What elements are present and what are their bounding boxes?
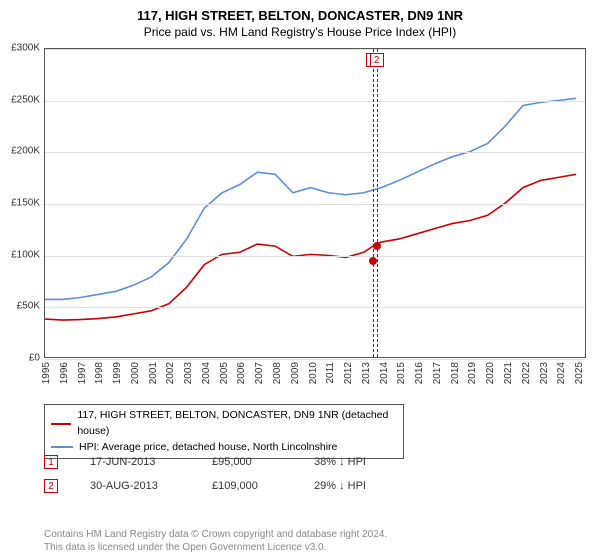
x-tick-label: 1999 bbox=[112, 362, 123, 384]
y-tick-label: £0 bbox=[29, 353, 40, 364]
x-tick-label: 2004 bbox=[201, 362, 212, 384]
x-tick-label: 1998 bbox=[94, 362, 105, 384]
x-tick-label: 2012 bbox=[343, 362, 354, 384]
legend-swatch bbox=[51, 423, 71, 425]
x-tick-label: 2024 bbox=[556, 362, 567, 384]
chart-header: 117, HIGH STREET, BELTON, DONCASTER, DN9… bbox=[0, 0, 600, 41]
x-tick-label: 2025 bbox=[574, 362, 585, 384]
sale-price: £95,000 bbox=[212, 456, 282, 468]
sale-price: £109,000 bbox=[212, 480, 282, 492]
series-line-property bbox=[45, 174, 576, 320]
sale-delta: 29% ↓ HPI bbox=[314, 480, 366, 492]
x-tick-label: 1995 bbox=[41, 362, 52, 384]
y-tick-label: £50K bbox=[17, 301, 40, 312]
sale-vline bbox=[373, 49, 374, 357]
x-tick-label: 2023 bbox=[539, 362, 550, 384]
y-tick-label: £300K bbox=[11, 43, 40, 54]
sales-table: 1 17-JUN-2013 £95,000 38% ↓ HPI 2 30-AUG… bbox=[44, 450, 366, 498]
x-tick-label: 2006 bbox=[236, 362, 247, 384]
x-tick-label: 2017 bbox=[432, 362, 443, 384]
x-tick-label: 2019 bbox=[467, 362, 478, 384]
x-tick-label: 1997 bbox=[77, 362, 88, 384]
legend-row: 117, HIGH STREET, BELTON, DONCASTER, DN9… bbox=[51, 408, 397, 440]
x-tick-label: 2003 bbox=[183, 362, 194, 384]
x-tick-label: 2008 bbox=[272, 362, 283, 384]
sale-date: 30-AUG-2013 bbox=[90, 480, 180, 492]
footer-line: This data is licensed under the Open Gov… bbox=[44, 541, 387, 554]
sale-date: 17-JUN-2013 bbox=[90, 456, 180, 468]
y-tick-label: £100K bbox=[11, 249, 40, 260]
y-tick-label: £250K bbox=[11, 94, 40, 105]
y-tick-label: £150K bbox=[11, 198, 40, 209]
y-tick-label: £200K bbox=[11, 146, 40, 157]
chart-svg bbox=[45, 49, 585, 357]
legend-swatch bbox=[51, 446, 73, 448]
footer-line: Contains HM Land Registry data © Crown c… bbox=[44, 528, 387, 541]
sales-row: 2 30-AUG-2013 £109,000 29% ↓ HPI bbox=[44, 474, 366, 498]
chart-footer: Contains HM Land Registry data © Crown c… bbox=[44, 528, 387, 554]
legend-label: 117, HIGH STREET, BELTON, DONCASTER, DN9… bbox=[77, 408, 397, 440]
chart-plot-area: 12 bbox=[44, 48, 586, 358]
series-line-hpi bbox=[45, 98, 576, 299]
x-tick-label: 2009 bbox=[290, 362, 301, 384]
x-tick-label: 2005 bbox=[219, 362, 230, 384]
sale-dot bbox=[373, 242, 381, 250]
sale-marker-box: 1 bbox=[44, 455, 58, 469]
x-tick-label: 2001 bbox=[148, 362, 159, 384]
x-tick-label: 2021 bbox=[503, 362, 514, 384]
x-tick-label: 2011 bbox=[325, 362, 336, 384]
x-tick-label: 2014 bbox=[379, 362, 390, 384]
sale-delta: 38% ↓ HPI bbox=[314, 456, 366, 468]
x-tick-label: 2007 bbox=[254, 362, 265, 384]
x-tick-label: 1996 bbox=[59, 362, 70, 384]
x-tick-label: 2015 bbox=[396, 362, 407, 384]
sales-row: 1 17-JUN-2013 £95,000 38% ↓ HPI bbox=[44, 450, 366, 474]
x-tick-label: 2022 bbox=[521, 362, 532, 384]
sale-vline bbox=[377, 49, 378, 357]
x-tick-label: 2020 bbox=[485, 362, 496, 384]
chart-subtitle: Price paid vs. HM Land Registry's House … bbox=[0, 25, 600, 39]
x-tick-label: 2018 bbox=[450, 362, 461, 384]
sale-marker-box: 2 bbox=[44, 479, 58, 493]
chart-title: 117, HIGH STREET, BELTON, DONCASTER, DN9… bbox=[0, 8, 600, 23]
x-tick-label: 2002 bbox=[165, 362, 176, 384]
x-tick-label: 2016 bbox=[414, 362, 425, 384]
sale-marker: 2 bbox=[370, 53, 384, 67]
x-tick-label: 2013 bbox=[361, 362, 372, 384]
x-tick-label: 2010 bbox=[308, 362, 319, 384]
x-tick-label: 2000 bbox=[130, 362, 141, 384]
